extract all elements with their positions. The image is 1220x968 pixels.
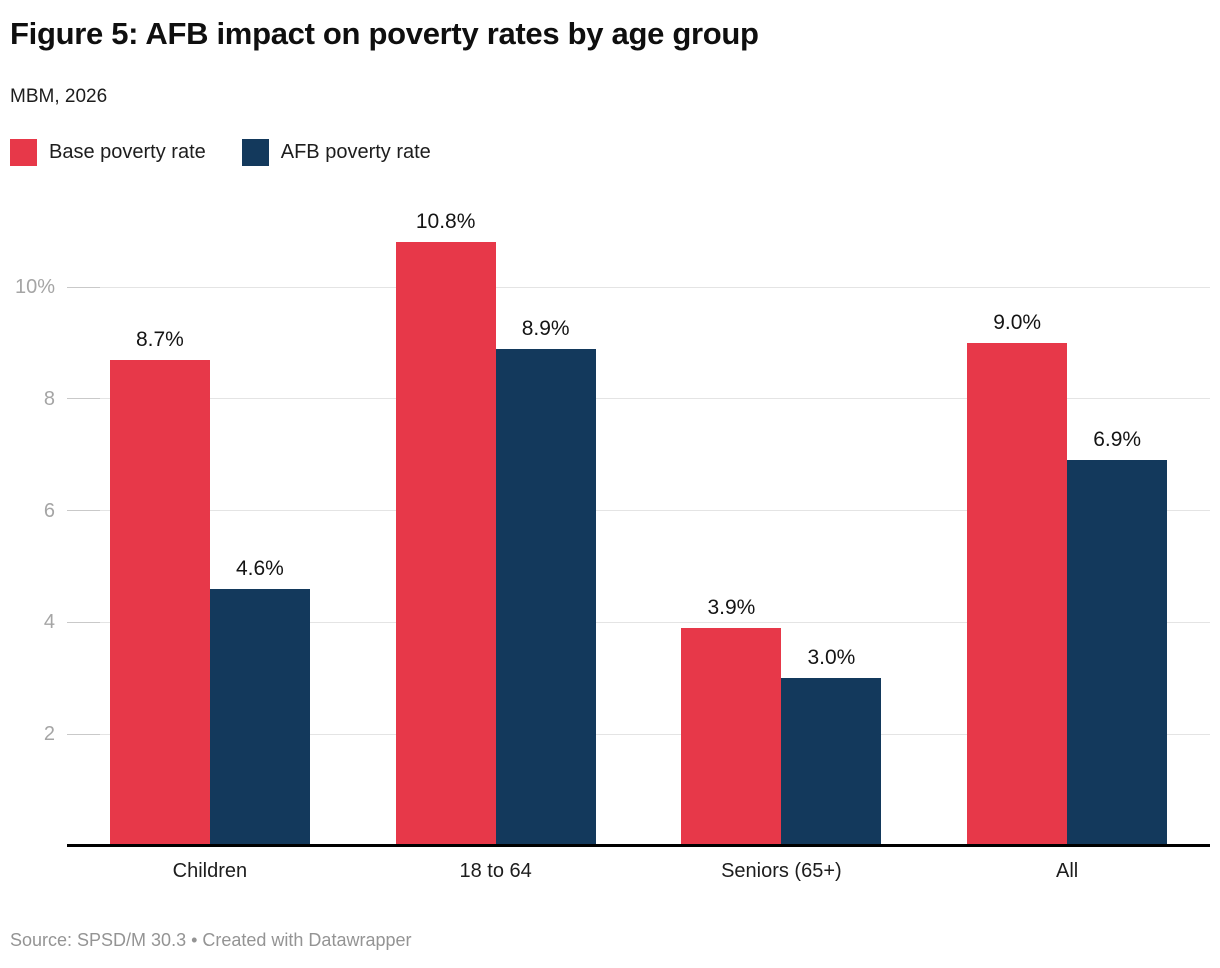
- base-rate-bar[interactable]: 9.0%: [967, 311, 1068, 846]
- afb-rate-bar[interactable]: 4.6%: [209, 557, 310, 846]
- legend-swatch-icon: [241, 139, 269, 166]
- bar-group: 3.9% 3.0% Seniors (65+): [639, 220, 925, 882]
- legend-label: Base poverty rate: [49, 141, 206, 163]
- bar-group: 10.8% 8.9% 18 to 64: [353, 210, 639, 882]
- tick-mark: [67, 398, 100, 400]
- base-rate-bar[interactable]: 8.7%: [109, 328, 210, 846]
- base-rate-bar[interactable]: 10.8%: [395, 210, 496, 846]
- bar-groups: 8.7% 4.6% Children 10.8% 8.9% 18 to 64 3.9% 3.0…: [67, 210, 1210, 882]
- legend-item-base: Base poverty rate: [10, 139, 206, 166]
- bar-value-label: 3.9%: [707, 596, 756, 620]
- bar-group: 9.0% 6.9% All: [924, 220, 1210, 882]
- gridline-y6: [67, 510, 1210, 512]
- legend-label: AFB poverty rate: [280, 141, 431, 163]
- gridline-y10: [67, 286, 1210, 288]
- bar-value-label: 10.8%: [415, 210, 476, 234]
- y-tick-label: 6: [43, 499, 55, 522]
- bar-value-label: 4.6%: [235, 556, 284, 580]
- legend-swatch-icon: [10, 139, 37, 166]
- bar-pair: 3.9% 3.0%: [681, 220, 882, 846]
- bar-value-label: 3.0%: [807, 646, 856, 670]
- x-category-label: All: [1056, 860, 1079, 882]
- y-tick-label: 10%: [14, 276, 55, 299]
- afb-rate-bar[interactable]: 3.0%: [781, 646, 882, 846]
- plot-area: 2 4 6 8 10% 8.7% 4.6% Children 10.8% 8.9% 18 to 6…: [0, 210, 1220, 882]
- chart-title: Figure 5: AFB impact on poverty rates by…: [10, 16, 759, 51]
- gridline-y8: [67, 398, 1210, 400]
- bar-value-label: 8.7%: [135, 327, 184, 351]
- tick-mark: [67, 286, 100, 288]
- legend: Base poverty rate AFB poverty rate: [10, 139, 431, 166]
- legend-item-afb: AFB poverty rate: [241, 139, 431, 166]
- source-attribution: Source: SPSD/M 30.3 • Created with Dataw…: [10, 930, 412, 950]
- bar-group: 8.7% 4.6% Children: [67, 220, 353, 882]
- x-axis-line: [67, 844, 1210, 847]
- afb-rate-bar[interactable]: 8.9%: [495, 317, 596, 846]
- y-tick-label: 2: [43, 723, 55, 746]
- x-category-label: 18 to 64: [459, 860, 532, 882]
- bar-pair: 10.8% 8.9%: [395, 210, 596, 846]
- tick-mark: [67, 621, 100, 623]
- tick-mark: [67, 510, 100, 512]
- bar-pair: 9.0% 6.9%: [967, 220, 1168, 846]
- base-rate-bar[interactable]: 3.9%: [681, 596, 782, 846]
- gridline-y4: [67, 621, 1210, 623]
- gridline-y2: [67, 733, 1210, 735]
- tick-mark: [67, 733, 100, 735]
- bar-value-label: 9.0%: [993, 310, 1042, 334]
- chart-subtitle: MBM, 2026: [10, 86, 108, 107]
- afb-rate-bar[interactable]: 6.9%: [1067, 428, 1168, 846]
- y-tick-label: 8: [43, 387, 55, 410]
- x-category-label: Seniors (65+): [721, 860, 842, 882]
- bar-value-label: 6.9%: [1093, 428, 1142, 452]
- y-tick-label: 4: [43, 611, 55, 634]
- bar-value-label: 8.9%: [521, 316, 570, 340]
- bar-pair: 8.7% 4.6%: [109, 220, 310, 846]
- x-category-label: Children: [172, 860, 248, 882]
